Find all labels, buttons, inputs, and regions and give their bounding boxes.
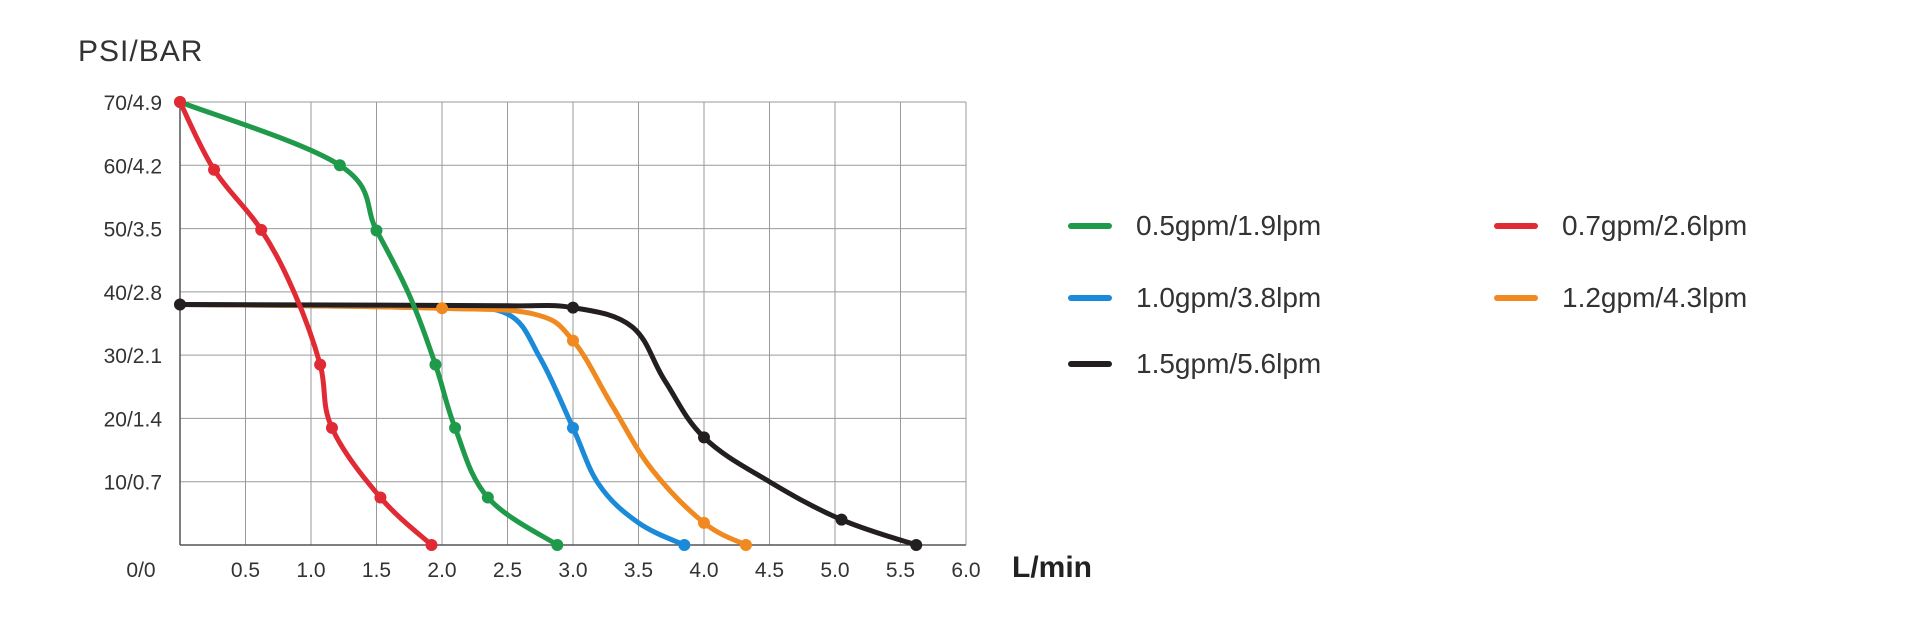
y-axis-title: PSI/BAR	[78, 35, 203, 68]
y-tick-label: 30/2.1	[104, 345, 162, 368]
legend-label: 1.0gpm/3.8lpm	[1136, 282, 1322, 313]
y-tick-label: 10/0.7	[104, 472, 162, 495]
y-tick-label: 40/2.8	[104, 282, 162, 305]
x-tick-label: 2.5	[493, 559, 522, 582]
x-tick-label: 1.5	[362, 559, 391, 582]
x-tick-label: 3.0	[558, 559, 587, 582]
legend-item-red: 0.7gpm/2.6lpm	[1494, 206, 1747, 246]
marker-green	[551, 539, 564, 551]
grid	[179, 101, 967, 546]
marker-blue	[678, 539, 691, 551]
marker-black	[567, 301, 579, 314]
marker-red	[208, 163, 221, 176]
legend-item-black: 1.5gpm/5.6lpm	[1068, 344, 1321, 384]
marker-red	[255, 223, 268, 236]
x-tick-label: 4.5	[755, 559, 784, 582]
marker-red	[314, 358, 327, 371]
legend: 0.5gpm/1.9lpm 0.7gpm/2.6lpm 1.0gpm/3.8lp…	[1068, 206, 1828, 406]
x-tick-label: 1.0	[296, 559, 325, 582]
series-line-red	[177, 99, 435, 548]
marker-orange	[739, 539, 752, 551]
legend-swatch-orange	[1494, 295, 1538, 301]
marker-black	[835, 513, 848, 526]
marker-red	[174, 96, 186, 108]
marker-green	[333, 159, 346, 172]
marker-red	[374, 491, 387, 504]
legend-swatch-red	[1494, 223, 1538, 229]
y-tick-label: 70/4.9	[104, 92, 162, 115]
x-tick-label: 4.0	[689, 559, 718, 582]
x-tick-label: 3.5	[624, 559, 653, 582]
series-lines	[177, 99, 919, 548]
y-tick-label: 20/1.4	[104, 408, 163, 431]
legend-item-orange: 1.2gpm/4.3lpm	[1494, 278, 1747, 318]
legend-item-green: 0.5gpm/1.9lpm	[1068, 206, 1321, 246]
x-tick-label: 0/0	[126, 559, 155, 582]
series-line-black	[177, 302, 919, 548]
legend-label: 1.5gpm/5.6lpm	[1136, 348, 1322, 379]
marker-green	[449, 421, 462, 434]
marker-green	[370, 224, 383, 237]
y-tick-label: 60/4.2	[104, 155, 162, 178]
marker-red	[325, 421, 338, 434]
x-tick-label: 5.5	[886, 559, 915, 582]
legend-label: 0.7gpm/2.6lpm	[1562, 210, 1748, 241]
marker-orange	[698, 516, 710, 529]
series-markers	[174, 96, 923, 551]
legend-swatch-blue	[1068, 295, 1112, 301]
series-line-orange	[177, 302, 749, 548]
marker-red	[425, 539, 438, 551]
y-tick-label: 50/3.5	[104, 219, 162, 242]
x-tick-label: 6.0	[951, 559, 980, 582]
marker-orange	[567, 334, 579, 347]
legend-label: 1.2gpm/4.3lpm	[1562, 282, 1748, 313]
x-tick-label: 0.5	[231, 559, 260, 582]
y-tick-labels: 10/0.7 20/1.4 30/2.1 40/2.8 50/3.5 60/4.2 70/4…	[104, 92, 163, 495]
x-axis-title: L/min	[1012, 551, 1092, 584]
legend-swatch-black	[1068, 361, 1112, 367]
series-line-green	[177, 99, 560, 548]
series-line-blue	[177, 302, 687, 548]
x-tick-label: 2.0	[427, 559, 456, 582]
marker-orange	[436, 302, 448, 315]
marker-blue	[567, 421, 579, 434]
x-tick-labels: 0/0 0.5 1.0 1.5 2.0 2.5 3.0 3.5 4.0 4.5 5.0 5.5 6.0	[126, 559, 980, 582]
legend-label: 0.5gpm/1.9lpm	[1136, 210, 1322, 241]
x-tick-label: 5.0	[820, 559, 849, 582]
marker-green	[429, 358, 442, 371]
legend-item-blue: 1.0gpm/3.8lpm	[1068, 278, 1321, 318]
legend-swatch-green	[1068, 223, 1112, 229]
marker-green	[481, 491, 494, 504]
marker-black	[698, 431, 710, 444]
marker-black	[174, 298, 186, 311]
marker-black	[910, 539, 923, 551]
